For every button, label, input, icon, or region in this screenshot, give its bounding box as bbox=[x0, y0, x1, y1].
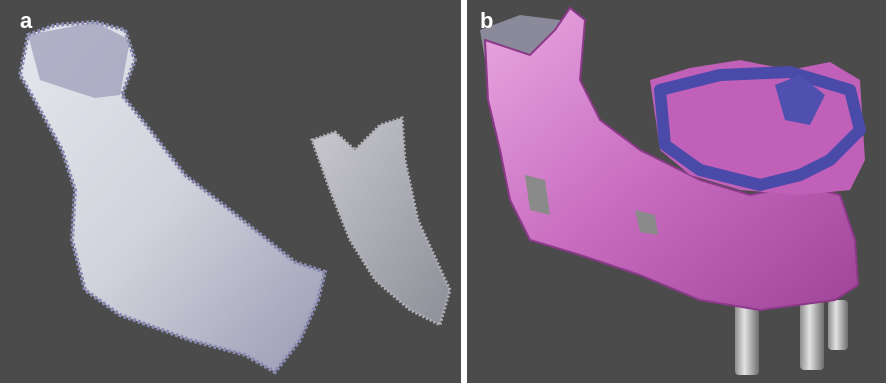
figure: a b bbox=[0, 0, 886, 383]
panel-b: b bbox=[467, 0, 886, 383]
implant bbox=[828, 300, 848, 350]
implant bbox=[800, 300, 824, 370]
implant bbox=[735, 300, 759, 375]
panel-label: b bbox=[480, 8, 493, 33]
panel-a: a bbox=[0, 0, 461, 383]
panel-label: a bbox=[20, 8, 33, 33]
